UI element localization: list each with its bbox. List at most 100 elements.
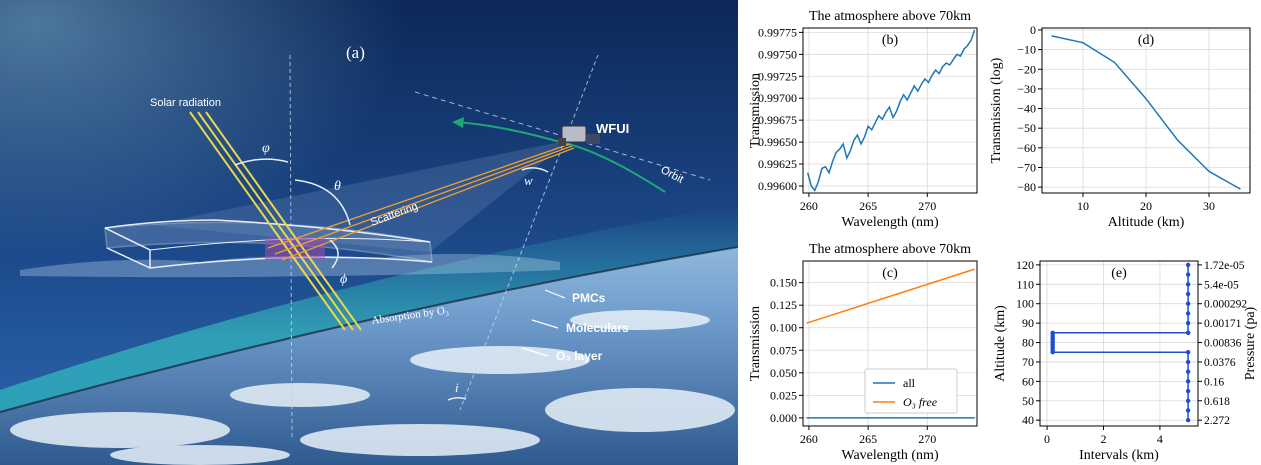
legend-label: all bbox=[903, 376, 916, 390]
y-tick-label: 0.99700 bbox=[758, 91, 797, 105]
y-tick-label: 60 bbox=[1022, 374, 1034, 388]
y-tick-label: 0.99725 bbox=[758, 69, 797, 83]
y-tick-label: 0.150 bbox=[770, 276, 797, 290]
molecular-label: Moleculars bbox=[566, 321, 629, 335]
y-tick-label: 100 bbox=[1016, 297, 1034, 311]
data-point bbox=[1185, 262, 1191, 268]
x-tick-label: 0 bbox=[1044, 432, 1050, 446]
data-point bbox=[1185, 282, 1191, 287]
x-tick-label: 270 bbox=[918, 432, 936, 446]
panel-label: (b) bbox=[882, 33, 899, 48]
y-tick-label: −40 bbox=[1017, 102, 1036, 116]
data-point bbox=[1185, 320, 1191, 326]
chart-panel-d: 10 20 30 0 −10 −20 −30 −40 −50 −60 −70 −80 Altitude … bbox=[990, 23, 1251, 230]
y-axis-label: Altitude (km) bbox=[993, 305, 1008, 382]
series-line-d bbox=[1051, 35, 1241, 190]
right-y-tick-label: 0.00171 bbox=[1204, 318, 1242, 330]
angle-arcs bbox=[234, 158, 549, 401]
chart-title: The atmosphere above 70km bbox=[809, 242, 971, 257]
panel-label: (c) bbox=[882, 266, 898, 281]
pmcs-label: PMCs bbox=[572, 291, 606, 305]
y-tick-label: 0.99675 bbox=[758, 113, 797, 127]
data-point bbox=[1185, 379, 1191, 384]
angle-i-label: i bbox=[455, 380, 459, 395]
chart-title: The atmosphere above 70km bbox=[809, 9, 971, 24]
viewing-field bbox=[150, 140, 570, 252]
y-tick-label: −80 bbox=[1017, 180, 1036, 194]
x-axis-label: Intervals (km) bbox=[1079, 448, 1159, 463]
right-y-axis-label: Pressure (pa) bbox=[1243, 306, 1258, 380]
angle-phi-big-label: ϕ bbox=[340, 272, 347, 287]
solar-rays bbox=[189, 111, 362, 331]
series-line-b bbox=[806, 29, 976, 192]
plot-frame bbox=[802, 260, 978, 427]
panel-label-a: (a) bbox=[346, 43, 365, 62]
cloud-patches bbox=[10, 310, 735, 465]
x-tick-label: 260 bbox=[800, 432, 818, 446]
data-point bbox=[1185, 291, 1191, 297]
legend-arrows bbox=[521, 289, 566, 357]
y-tick-label: 0.025 bbox=[770, 388, 797, 402]
y-tick-label: 0.075 bbox=[770, 343, 797, 357]
y-tick-label: 0 bbox=[1030, 23, 1036, 37]
y-tick-label: −60 bbox=[1017, 141, 1036, 155]
solar-radiation-label: Solar radiation bbox=[150, 97, 221, 109]
data-point bbox=[1185, 311, 1191, 316]
x-tick-label: 260 bbox=[800, 199, 818, 213]
x-tick-label: 265 bbox=[859, 432, 877, 446]
right-y-tick-label: 0.000292 bbox=[1204, 299, 1247, 311]
right-y-tick-label: 1.72e-05 bbox=[1204, 260, 1245, 272]
y-tick-label: 110 bbox=[1016, 277, 1034, 291]
satellite-label: WFUI bbox=[596, 121, 629, 136]
y-tick-label: 0.99625 bbox=[758, 157, 797, 171]
y-axis-label: Transmission bbox=[748, 73, 763, 148]
data-point bbox=[1185, 330, 1191, 336]
y-tick-label: 70 bbox=[1022, 355, 1034, 369]
data-point bbox=[1185, 398, 1191, 403]
y-tick-label: −20 bbox=[1017, 62, 1036, 76]
x-axis-label: Wavelength (nm) bbox=[841, 448, 939, 463]
data-point bbox=[1185, 350, 1191, 355]
o3-layer-label: O₃ layer bbox=[556, 349, 603, 363]
chart-panel-c: 260 265 270 0.000 0.025 0.050 0.075 0.100 0.125 0… bbox=[748, 242, 978, 463]
y-tick-label: 0.99650 bbox=[758, 135, 797, 149]
y-tick-label: −50 bbox=[1017, 121, 1036, 135]
x-tick-label: 10 bbox=[1077, 199, 1089, 213]
right-y-tick-label: 5.4e-05 bbox=[1204, 279, 1239, 291]
x-tick-label: 4 bbox=[1157, 432, 1163, 446]
angle-w-label: w bbox=[524, 173, 533, 188]
panel-label: (e) bbox=[1111, 266, 1127, 281]
y-tick-label: 0.000 bbox=[770, 411, 797, 425]
y-tick-label: −10 bbox=[1017, 43, 1036, 57]
y-tick-label: 120 bbox=[1016, 258, 1034, 272]
y-tick-label: 0.050 bbox=[770, 366, 797, 380]
x-tick-label: 2 bbox=[1100, 432, 1106, 446]
panel-label: (d) bbox=[1138, 33, 1155, 48]
legend-label: O₃ free bbox=[903, 395, 938, 409]
data-point bbox=[1185, 369, 1191, 374]
y-tick-label: 0.99775 bbox=[758, 25, 797, 39]
plot-frame bbox=[1039, 260, 1199, 427]
data-point bbox=[1185, 417, 1191, 423]
data-point bbox=[1185, 388, 1191, 394]
chart-panel-b: 260 265 270 0.99600 0.99625 0.99650 0.99675 0.9… bbox=[748, 9, 978, 230]
y-tick-label: 0.125 bbox=[770, 298, 797, 312]
y-axis-label: Transmission (log) bbox=[990, 57, 1004, 163]
right-y-tick-label: 2.272 bbox=[1204, 415, 1230, 427]
y-tick-label: 0.99600 bbox=[758, 179, 797, 193]
y-tick-label: 0.99750 bbox=[758, 47, 797, 61]
pmc-cloud bbox=[20, 253, 560, 278]
angle-theta-label: θ bbox=[334, 179, 341, 194]
x-tick-label: 20 bbox=[1140, 199, 1152, 213]
measurement-geometry-illustration: (a) Solar radiation WFUI Orbit Scatterin… bbox=[0, 0, 738, 465]
chart-panel-e: 0 2 4 40 50 60 70 80 90 100 110 120 1.72e-05 5.4e-05 0… bbox=[993, 258, 1258, 463]
y-tick-label: 90 bbox=[1022, 316, 1034, 330]
right-y-tick-label: 0.16 bbox=[1204, 376, 1224, 388]
x-axis-label: Altitude (km) bbox=[1108, 215, 1185, 230]
data-point bbox=[1185, 301, 1191, 306]
y-tick-label: 50 bbox=[1022, 394, 1034, 408]
data-point bbox=[1185, 408, 1191, 413]
y-tick-label: 0.100 bbox=[770, 321, 797, 335]
data-point bbox=[1185, 359, 1191, 365]
nadir-line bbox=[459, 54, 599, 411]
